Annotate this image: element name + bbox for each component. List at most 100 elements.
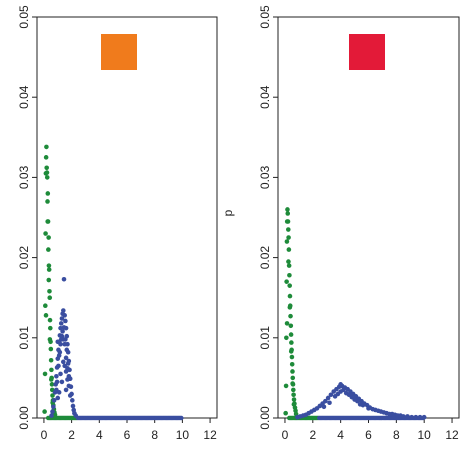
data-point [284, 279, 289, 284]
data-point [417, 414, 423, 420]
data-point [288, 313, 293, 319]
y-tick-label: 0.01 [258, 326, 272, 350]
data-point [61, 337, 66, 342]
data-point [47, 325, 53, 331]
x-tick-label: 8 [151, 428, 158, 442]
data-point [285, 207, 290, 212]
data-point [357, 402, 363, 407]
x-tick-label: 8 [393, 428, 400, 442]
data-point [51, 398, 57, 403]
y-tick-label: 0.03 [17, 165, 31, 189]
data-point [59, 316, 65, 321]
data-point [73, 413, 79, 418]
data-point [50, 393, 55, 398]
data-point [63, 387, 69, 393]
x-tick-label: 10 [418, 428, 432, 442]
data-point [61, 308, 66, 313]
x-tick-label: 0 [282, 428, 289, 442]
data-point [421, 414, 427, 420]
data-point [287, 272, 292, 278]
data-point [48, 346, 54, 352]
data-point [63, 318, 68, 324]
data-point [291, 387, 296, 393]
data-point [409, 414, 414, 420]
data-point [54, 379, 60, 385]
data-point [46, 235, 51, 240]
data-point [291, 402, 297, 407]
data-point [45, 191, 51, 196]
legend-color-key [349, 34, 385, 70]
data-point [63, 369, 69, 374]
data-point [290, 369, 295, 374]
data-point [328, 392, 334, 398]
data-point [66, 383, 72, 389]
data-point [51, 404, 56, 410]
data-point [50, 409, 55, 414]
data-point [284, 321, 290, 326]
data-point [405, 414, 410, 419]
data-point [289, 340, 294, 345]
data-point [284, 239, 290, 244]
data-point [48, 357, 54, 363]
data-point [56, 390, 62, 395]
data-point [70, 398, 75, 403]
data-point [44, 170, 50, 175]
data-point [61, 359, 66, 365]
right-panel-y-axis-title: p [221, 209, 235, 216]
data-point [46, 267, 52, 272]
data-point [67, 393, 73, 398]
data-point [62, 313, 67, 318]
data-point [341, 387, 346, 393]
data-point [61, 325, 67, 330]
data-point [43, 313, 49, 318]
x-tick-label: 6 [365, 428, 372, 442]
data-point [366, 406, 371, 411]
left-scatter-panel: 0 2 4 6 8 10 12 0.00 0.01 0.02 0.03 0.04 0.05 [17, 5, 218, 442]
data-point [352, 397, 357, 402]
x-tick-label: 10 [176, 428, 190, 442]
x-tick-label: 2 [68, 428, 75, 442]
data-point [413, 414, 419, 420]
data-point [283, 383, 289, 389]
data-point [285, 219, 291, 224]
legend-color-key [101, 34, 137, 70]
data-point [43, 155, 49, 160]
data-point [291, 392, 296, 398]
data-point [43, 303, 48, 309]
x-tick-label: 12 [445, 428, 459, 442]
x-tick-label: 2 [309, 428, 316, 442]
y-tick-label: 0.04 [258, 85, 272, 109]
data-point [290, 375, 296, 381]
data-point [401, 414, 406, 419]
data-point [58, 321, 64, 326]
data-point [286, 235, 291, 240]
data-point [285, 211, 291, 216]
data-point [327, 400, 332, 406]
data-point [335, 391, 341, 397]
data-point [62, 341, 67, 347]
x-tick-label: 4 [96, 428, 103, 442]
data-point [52, 412, 58, 418]
x-tick-label: 4 [337, 428, 344, 442]
right-scatter-panel: 0 2 4 6 8 10 12 0.00 0.01 0.02 0.03 0.04 0.05 [258, 5, 460, 442]
y-tick-label: 0.04 [17, 85, 31, 109]
data-point [56, 353, 62, 358]
data-point [47, 337, 53, 342]
plot-frame [277, 16, 460, 419]
data-point [58, 371, 63, 377]
data-point [55, 395, 61, 401]
data-point [49, 367, 54, 373]
data-point [288, 332, 294, 337]
data-point [289, 361, 295, 367]
data-point [47, 295, 53, 301]
data-point [43, 231, 48, 236]
data-point [287, 283, 292, 288]
x-tick-label: 0 [41, 428, 48, 442]
green-series [42, 144, 58, 418]
data-point [60, 329, 65, 334]
data-point [287, 305, 293, 310]
data-point [288, 349, 294, 354]
data-point [44, 144, 49, 150]
baseline-points [45, 415, 184, 421]
